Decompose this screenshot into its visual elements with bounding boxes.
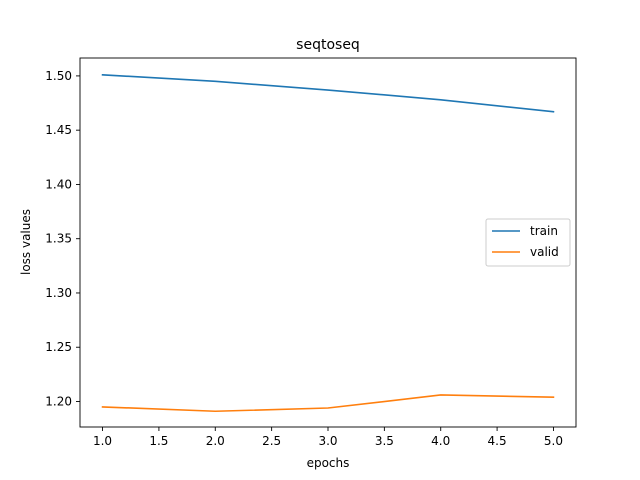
x-tick-label: 3.5 xyxy=(375,434,394,448)
y-tick-label: 1.50 xyxy=(45,69,72,83)
x-tick-label: 2.5 xyxy=(262,434,281,448)
y-tick-label: 1.35 xyxy=(45,232,72,246)
y-tick-label: 1.30 xyxy=(45,286,72,300)
x-tick-label: 4.5 xyxy=(488,434,507,448)
x-tick-label: 4.0 xyxy=(431,434,450,448)
x-axis-label: epochs xyxy=(307,456,350,470)
x-tick-label: 5.0 xyxy=(544,434,563,448)
legend: train valid xyxy=(485,218,571,267)
y-tick-label: 1.25 xyxy=(45,340,72,354)
legend-label-train: train xyxy=(530,224,558,238)
x-axis: 1.0 1.5 2.0 2.5 3.0 3.5 4.0 4.5 5.0 xyxy=(93,427,563,448)
y-tick-label: 1.45 xyxy=(45,123,72,137)
y-axis: 1.20 1.25 1.30 1.35 1.40 1.45 1.50 xyxy=(45,69,80,408)
x-tick-label: 1.5 xyxy=(149,434,168,448)
chart-title: seqtoseq xyxy=(296,37,360,53)
legend-label-valid: valid xyxy=(530,245,559,259)
y-tick-label: 1.20 xyxy=(45,394,72,408)
x-tick-label: 3.0 xyxy=(318,434,337,448)
y-tick-label: 1.40 xyxy=(45,177,72,191)
x-tick-label: 1.0 xyxy=(93,434,112,448)
x-tick-label: 2.0 xyxy=(206,434,225,448)
y-axis-label: loss values xyxy=(19,209,33,275)
